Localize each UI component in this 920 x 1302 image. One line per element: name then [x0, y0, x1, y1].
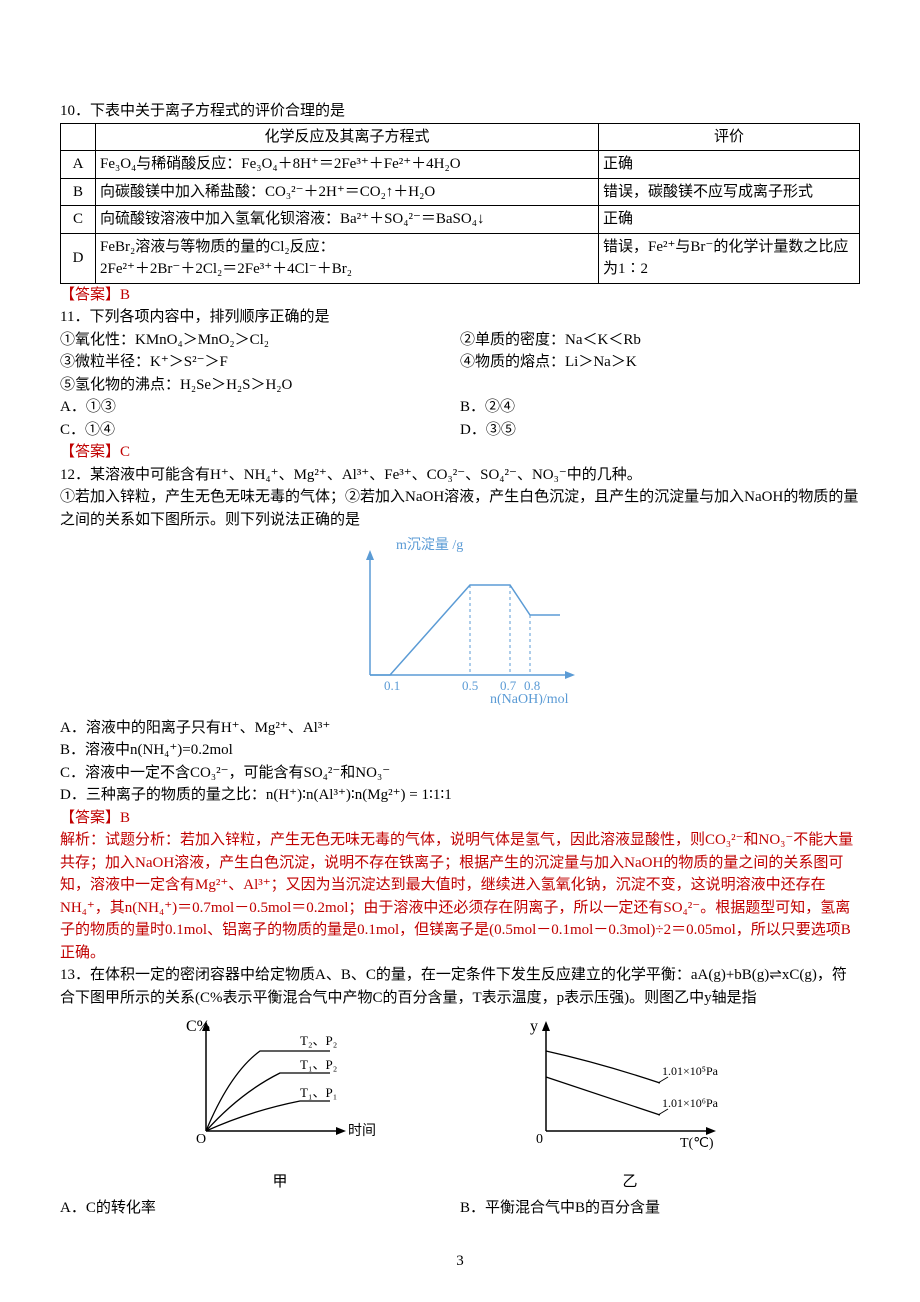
q10-row-1-l: 向碳酸镁中加入稀盐酸：CO₃²⁻＋2H⁺＝CO₂↑＋H₂O	[96, 178, 599, 206]
q12-xlab: n(NaOH)/mol	[490, 692, 569, 705]
q13-chart1-cap: 甲	[170, 1171, 390, 1194]
q10-row-1-k: B	[61, 178, 96, 206]
q10-row-2-k: C	[61, 206, 96, 234]
q12-opt-d: D．三种离子的物质的量之比：n(H⁺)∶n(Al³⁺)∶n(Mg²⁺) = 1∶…	[60, 784, 860, 807]
q11-stem: 11．下列各项内容中，排列顺序正确的是	[60, 306, 860, 329]
q13-chart2: y 0 1.01×10⁵Pa 1.01×10⁶Pa T(℃) 乙	[510, 1013, 750, 1193]
q11-item-1: ①氧化性：KMnO₄＞MnO₂＞Cl₂	[60, 329, 460, 352]
q11-opt-d: D．③⑤	[460, 419, 860, 442]
svg-text:O: O	[196, 1132, 206, 1147]
q11-item-2: ②单质的密度：Na＜K＜Rb	[460, 329, 860, 352]
q11-item-5: ⑤氢化物的沸点：H₂Se＞H₂S＞H₂O	[60, 374, 460, 397]
svg-text:1.01×10⁶Pa: 1.01×10⁶Pa	[662, 1096, 719, 1110]
q10-stem: 10．下表中关于离子方程式的评价合理的是	[60, 100, 860, 123]
q10-answer: 【答案】B	[60, 284, 860, 307]
q10-row-0-k: A	[61, 151, 96, 179]
q12-xtick-0: 0.1	[384, 678, 400, 693]
q12-xtick-2: 0.7	[500, 678, 517, 693]
page-number: 3	[60, 1250, 860, 1273]
svg-text:1.01×10⁵Pa: 1.01×10⁵Pa	[662, 1064, 719, 1078]
q10-row-2-l: 向硫酸铵溶液中加入氢氧化钡溶液：Ba²⁺＋SO₄²⁻＝BaSO₄↓	[96, 206, 599, 234]
svg-text:T₁、P₁: T₁、P₁	[300, 1085, 337, 1100]
q12-opt-c: C．溶液中一定不含CO₃²⁻，可能含有SO₄²⁻和NO₃⁻	[60, 762, 860, 785]
q11-answer: 【答案】C	[60, 441, 860, 464]
q13-stem: 13．在体积一定的密闭容器中给定物质A、B、C的量，在一定条件下发生反应建立的化…	[60, 964, 860, 1009]
q10-table: 化学反应及其离子方程式 评价 A Fe₃O₄与稀硝酸反应：Fe₃O₄＋8H⁺＝2…	[60, 123, 860, 284]
q10-row-3-l: FeBr₂溶液与等物质的量的Cl₂反应： 2Fe²⁺＋2Br⁻＋2Cl₂＝2Fe…	[96, 233, 599, 283]
q12-xtick-1: 0.5	[462, 678, 478, 693]
q12-xtick-3: 0.8	[524, 678, 540, 693]
q12-stem2: ①若加入锌粒，产生无色无味无毒的气体；②若加入NaOH溶液，产生白色沉淀，且产生…	[60, 486, 860, 531]
q13-opt-a: A．C的转化率	[60, 1197, 460, 1220]
q11-opt-a: A．①③	[60, 396, 460, 419]
svg-text:T(℃): T(℃)	[680, 1136, 714, 1151]
q11-item-3: ③微粒半径：K⁺＞S²⁻＞F	[60, 351, 460, 374]
q13-chart2-cap: 乙	[510, 1171, 750, 1194]
q11-opt-b: B．②④	[460, 396, 860, 419]
q13-chart1: C% O T₂、P₂ T₁、P₂ T₁、P₁ 时间 甲	[170, 1013, 390, 1193]
q12-chart: m沉淀量 /g 0.1 0.5 0.7 0.8 n(NaOH)/mol	[320, 535, 600, 705]
svg-text:y: y	[530, 1018, 538, 1035]
q10-row-0-r: 正确	[599, 151, 860, 179]
q10-row-2-r: 正确	[599, 206, 860, 234]
q12-opt-b: B．溶液中n(NH₄⁺)=0.2mol	[60, 739, 860, 762]
svg-text:时间: 时间	[348, 1123, 376, 1139]
q11-item-4: ④物质的熔点：Li＞Na＞K	[460, 351, 860, 374]
svg-text:T₁、P₂: T₁、P₂	[300, 1057, 337, 1072]
q10-row-0-l: Fe₃O₄与稀硝酸反应：Fe₃O₄＋8H⁺＝2Fe³⁺＋Fe²⁺＋4H₂O	[96, 151, 599, 179]
q10-row-3-k: D	[61, 233, 96, 283]
svg-text:0: 0	[536, 1132, 543, 1147]
q10-head-left: 化学反应及其离子方程式	[96, 123, 599, 151]
q12-stem1: 12．某溶液中可能含有H⁺、NH₄⁺、Mg²⁺、Al³⁺、Fe³⁺、CO₃²⁻、…	[60, 464, 860, 487]
q10-row-1-r: 错误，碳酸镁不应写成离子形式	[599, 178, 860, 206]
q12-explain: 解析：试题分析：若加入锌粒，产生无色无味无毒的气体，说明气体是氢气，因此溶液显酸…	[60, 829, 860, 964]
svg-text:T₂、P₂: T₂、P₂	[300, 1033, 337, 1048]
q11-opt-c: C．①④	[60, 419, 460, 442]
q12-answer: 【答案】B	[60, 807, 860, 830]
q10-head-right: 评价	[599, 123, 860, 151]
q10-row-3-r: 错误，Fe²⁺与Br⁻的化学计量数之比应为1∶2	[599, 233, 860, 283]
q13-opt-b: B．平衡混合气中B的百分含量	[460, 1197, 860, 1220]
q12-ylab: m沉淀量 /g	[396, 537, 463, 553]
q12-opt-a: A．溶液中的阳离子只有H⁺、Mg²⁺、Al³⁺	[60, 717, 860, 740]
